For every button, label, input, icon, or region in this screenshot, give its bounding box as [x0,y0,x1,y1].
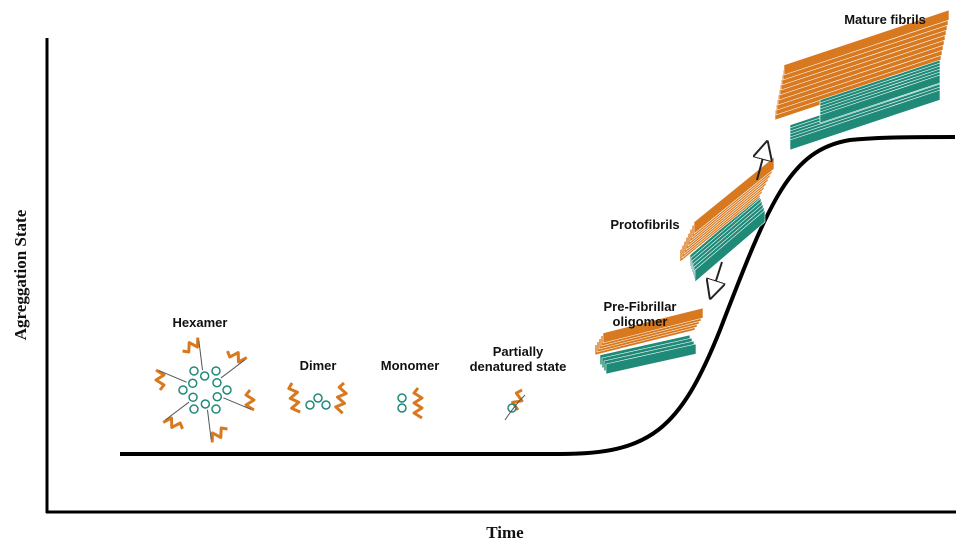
helix [156,370,164,390]
coil [213,393,221,401]
helix [289,383,300,412]
arrow [713,262,722,290]
strand [207,410,211,440]
stage-label: Hexamer [173,315,228,330]
label-line: Dimer [300,358,337,373]
helix [336,383,347,413]
helix [212,428,227,442]
coil [189,393,197,401]
strand [221,360,245,378]
x-axis-label: Time [486,523,524,542]
coil [190,367,198,375]
label-line: Protofibrils [610,217,679,232]
coil [398,394,406,402]
coil [306,401,314,409]
coil [213,379,221,387]
strand [199,340,203,370]
helix [246,390,254,410]
coil [212,367,220,375]
coil [201,400,209,408]
helix [183,338,198,352]
label-line: oligomer [613,314,668,329]
coil [189,379,197,387]
label-line: Hexamer [173,315,228,330]
label-line: Mature fibrils [844,12,926,27]
label-line: denatured state [470,359,567,374]
label-line: Monomer [381,358,440,373]
coil [201,372,209,380]
label-line: Partially [493,344,544,359]
coil [322,401,330,409]
helix [414,388,422,418]
diagram: Agreggation State Time Hexamer Dimer Mon… [0,0,964,543]
coil [190,405,198,413]
coil [314,394,322,402]
coil [223,386,231,394]
stage-label: Protofibrils [610,217,679,232]
illustrations [156,10,949,442]
coil [212,405,220,413]
stage-label: Dimer [300,358,337,373]
strand [165,402,189,420]
coil [179,386,187,394]
y-axis-label: Agreggation State [11,209,30,340]
label-line: Pre-Fibrillar [604,299,677,314]
stage-label: Monomer [381,358,440,373]
stage-label: Mature fibrils [844,12,926,27]
coil [398,404,406,412]
aggregation-curve [120,137,955,454]
